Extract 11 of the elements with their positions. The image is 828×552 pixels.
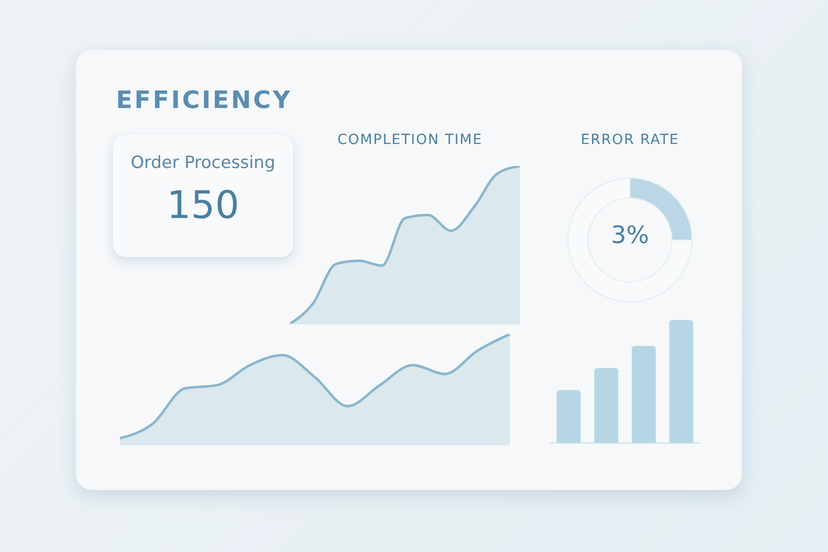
- donut-slice: [568, 178, 692, 302]
- chart-title: COMPLETION TIME: [336, 132, 484, 150]
- text: 150: [166, 183, 240, 227]
- bar: [556, 390, 581, 443]
- bar: [669, 320, 694, 443]
- text: Order Processing: [130, 153, 276, 173]
- text: EFFICIENCY: [116, 86, 292, 114]
- chart-title: ERROR RATE: [580, 132, 680, 150]
- bar: [632, 346, 656, 443]
- bar: [594, 368, 618, 443]
- text: 3%: [610, 221, 650, 249]
